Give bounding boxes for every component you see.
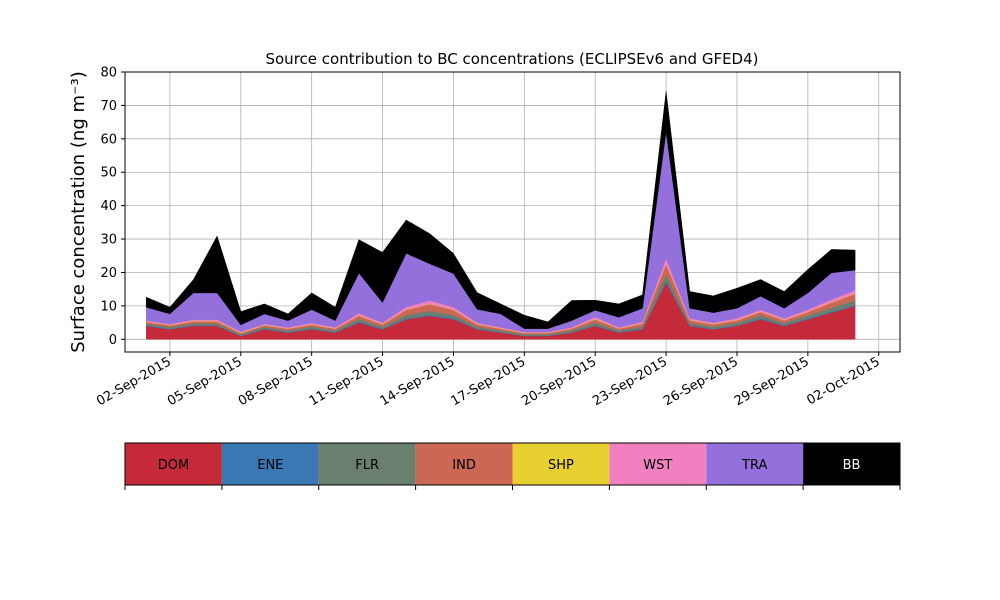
x-tick-label: 29-Sep-2015 — [732, 354, 812, 409]
legend-swatch-shp — [512, 443, 610, 485]
y-tick-label: 50 — [100, 166, 117, 181]
y-tick-label: 10 — [100, 299, 117, 314]
legend-swatch-ene — [221, 443, 319, 485]
x-tick-label: 20-Sep-2015 — [519, 354, 599, 409]
x-tick-label: 02-Oct-2015 — [804, 354, 882, 408]
plot-area: 0102030405060708002-Sep-201505-Sep-20150… — [94, 66, 901, 409]
x-tick-label: 17-Sep-2015 — [448, 354, 528, 409]
y-axis-label: Surface concentration (ng m⁻³) — [68, 71, 89, 353]
y-tick-label: 70 — [100, 99, 117, 114]
chart-title: Source contribution to BC concentrations… — [265, 50, 758, 68]
legend-label-flr: FLR — [355, 458, 379, 473]
legend-label-ind: IND — [452, 458, 476, 473]
x-tick-label: 11-Sep-2015 — [307, 354, 387, 409]
legend-swatch-bb — [803, 443, 900, 485]
legend-swatch-wst — [609, 443, 707, 485]
y-tick-label: 60 — [100, 132, 117, 147]
legend-swatch-ind — [415, 443, 513, 485]
legend-label-dom: DOM — [158, 458, 189, 473]
x-tick-label: 23-Sep-2015 — [590, 354, 670, 409]
x-tick-label: 26-Sep-2015 — [661, 354, 741, 409]
legend-label-bb: BB — [843, 458, 861, 473]
legend-swatch-tra — [706, 443, 804, 485]
axes-frame — [124, 71, 901, 353]
x-tick-label: 14-Sep-2015 — [378, 354, 458, 409]
legend-label-ene: ENE — [257, 458, 283, 473]
legend-label-shp: SHP — [548, 458, 574, 473]
y-tick-label: 30 — [100, 233, 117, 248]
legend-label-wst: WST — [643, 458, 672, 473]
x-tick-label: 02-Sep-2015 — [94, 354, 174, 409]
y-tick-label: 40 — [100, 199, 117, 214]
legend-label-tra: TRA — [741, 458, 767, 473]
x-tick-label: 08-Sep-2015 — [236, 354, 316, 409]
legend-swatch-flr — [318, 443, 416, 485]
y-tick-label: 80 — [100, 66, 117, 81]
y-tick-label: 20 — [100, 266, 117, 281]
area-bb — [146, 91, 856, 329]
legend-swatch-dom — [125, 443, 222, 485]
x-tick-label: 05-Sep-2015 — [165, 354, 245, 409]
y-tick-label: 0 — [109, 333, 117, 348]
legend-colorbar: DOM ENE FLR IND SHP WST TRA BB — [124, 442, 901, 490]
